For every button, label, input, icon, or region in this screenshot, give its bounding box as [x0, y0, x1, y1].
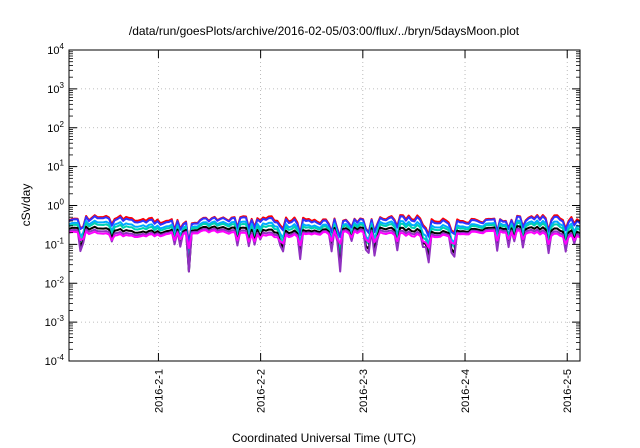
series-line	[68, 227, 581, 273]
series-group	[68, 214, 581, 273]
series-line	[68, 229, 581, 249]
y-tick-label: 10-3	[45, 314, 65, 329]
x-tick-label: 2016-2-2	[256, 369, 268, 413]
y-tick-label: 10-2	[45, 275, 65, 290]
grid	[69, 50, 580, 361]
y-tick-label: 104	[47, 42, 64, 57]
x-axis-label: Coordinated Universal Time (UTC)	[232, 431, 416, 445]
chart-title: /data/run/goesPlots/archive/2016-02-05/0…	[129, 24, 520, 38]
x-axis: 2016-2-1 2016-2-2 2016-2-3 2016-2-4 2016-2-5	[153, 50, 574, 413]
y-tick-label: 103	[47, 81, 64, 96]
y-axis: 10-4 10-3 10-2 10-1 100 101 102 103 104	[45, 42, 580, 368]
y-tick-label: 100	[47, 198, 64, 213]
x-tick-label: 2016-2-5	[562, 369, 574, 413]
y-tick-label: 10-4	[45, 353, 65, 368]
x-tick-label: 2016-2-1	[153, 369, 165, 413]
y-tick-label: 101	[47, 159, 64, 174]
x-tick-label: 2016-2-3	[358, 369, 370, 413]
y-axis-label: cSv/day	[19, 184, 33, 227]
x-tick-label: 2016-2-4	[460, 369, 472, 413]
series-line	[68, 215, 581, 246]
y-tick-label: 10-1	[45, 236, 65, 251]
y-tick-label: 102	[47, 120, 64, 135]
